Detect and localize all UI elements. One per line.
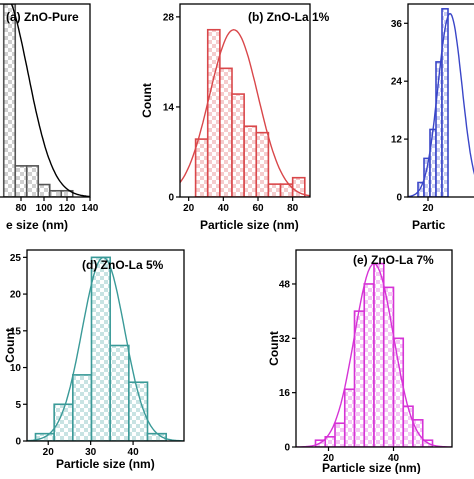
histogram-bar <box>363 283 375 447</box>
histogram-panel-a: 80 100 120 140 (a) ZnO-Pure e size (nm) <box>0 3 99 232</box>
y-axis-label: Count <box>267 331 281 366</box>
plot-frame <box>295 249 453 448</box>
histogram-panel-c: 20 0 12 24 36 Partic <box>391 3 474 232</box>
x-tick-label: 30 <box>85 447 97 458</box>
y-tick-label: 48 <box>279 279 291 290</box>
x-tick-label: 80 <box>287 203 299 214</box>
histogram-bar <box>373 262 385 447</box>
plot-frame <box>179 3 311 198</box>
histogram-bar <box>206 28 221 197</box>
gaussian-fit-line <box>296 262 452 447</box>
gaussian-fit-line <box>408 12 474 197</box>
plot-area <box>408 8 474 197</box>
plot-area <box>27 256 184 441</box>
gaussian-fit-line <box>10 4 90 197</box>
histogram-bar <box>441 8 449 197</box>
y-tick-label: 20 <box>10 290 22 301</box>
x-tick-label: 80 <box>15 203 27 214</box>
x-axis-label: Particle size (nm) <box>200 218 299 232</box>
y-tick-label: 14 <box>163 102 175 113</box>
histogram-bar <box>334 422 346 447</box>
y-tick-label: 5 <box>15 400 21 411</box>
gaussian-fit-line <box>27 256 184 441</box>
x-tick-label: 20 <box>183 203 195 214</box>
histogram-bar <box>60 189 74 197</box>
histogram-bar <box>72 374 93 441</box>
histogram-panel-d: 20 30 40 0 5 10 15 20 25 (d) ZnO-La 5% Particle si… <box>3 249 185 471</box>
panel-title: (b) ZnO-La 1% <box>248 10 330 24</box>
plot-area <box>296 262 452 447</box>
histogram-bar <box>231 93 245 197</box>
x-tick-label: 20 <box>43 447 55 458</box>
histogram-bar <box>48 189 63 197</box>
y-tick-label: 0 <box>284 443 290 454</box>
histogram-bar <box>219 67 233 197</box>
plot-area <box>180 28 310 197</box>
histogram-bar <box>255 131 270 197</box>
x-tick-label: 100 <box>36 203 53 214</box>
histogram-bar <box>392 337 405 447</box>
y-tick-label: 0 <box>396 193 402 204</box>
histogram-panel-e: 20 40 0 16 32 48 (e) ZnO-La 7% Particle size (n… <box>267 249 453 475</box>
plot-frame <box>407 3 474 198</box>
histogram-bar <box>402 405 414 447</box>
histogram-bar <box>2 4 17 197</box>
histogram-bar <box>324 436 336 447</box>
x-axis-label: Particle size (nm) <box>56 457 155 471</box>
histogram-bar <box>429 128 437 197</box>
histogram-bar <box>109 344 130 441</box>
y-axis-label: Count <box>3 328 17 363</box>
x-axis-label: Partic <box>412 218 446 232</box>
y-tick-label: 36 <box>391 19 403 30</box>
y-tick-label: 15 <box>10 326 22 337</box>
x-axis-label: e size (nm) <box>6 218 68 232</box>
histogram-bar <box>14 165 28 197</box>
x-tick-label: 60 <box>252 203 264 214</box>
histogram-bar <box>90 256 111 441</box>
x-tick-label: 40 <box>388 453 400 464</box>
plot-frame <box>26 249 185 442</box>
plot-area <box>2 4 90 197</box>
y-axis-label: Count <box>140 83 154 118</box>
x-tick-label: 20 <box>422 203 434 214</box>
x-tick-label: 120 <box>59 203 76 214</box>
x-tick-label: 20 <box>323 453 335 464</box>
x-tick-label: 40 <box>218 203 230 214</box>
y-tick-label: 16 <box>279 388 291 399</box>
histogram-bar <box>37 183 51 197</box>
histogram-bar <box>128 381 149 441</box>
y-tick-label: 32 <box>279 334 291 345</box>
histogram-bar <box>194 138 209 197</box>
histogram-bar <box>243 125 258 197</box>
y-tick-label: 25 <box>10 253 22 264</box>
y-tick-label: 0 <box>15 437 21 448</box>
y-tick-label: 0 <box>168 193 174 204</box>
histogram-panel-b: 20 40 60 80 0 14 28 (b) ZnO-La 1% Particle size … <box>140 3 330 232</box>
y-tick-label: 24 <box>391 77 403 88</box>
histogram-bar <box>343 388 356 447</box>
y-tick-label: 28 <box>163 12 175 23</box>
panel-title: (e) ZnO-La 7% <box>353 253 434 267</box>
gaussian-fit-line <box>180 28 310 197</box>
y-tick-label: 10 <box>10 363 22 374</box>
x-axis-label: Particle size (nm) <box>322 461 421 474</box>
panel-title: (d) ZnO-La 5% <box>82 258 164 272</box>
panel-title: (a) ZnO-Pure <box>6 10 79 24</box>
y-tick-label: 12 <box>391 135 403 146</box>
histogram-bar <box>25 165 40 197</box>
x-tick-label: 140 <box>82 203 99 214</box>
histogram-bar <box>267 183 282 197</box>
x-tick-label: 40 <box>128 447 140 458</box>
histogram-bar <box>353 310 366 447</box>
